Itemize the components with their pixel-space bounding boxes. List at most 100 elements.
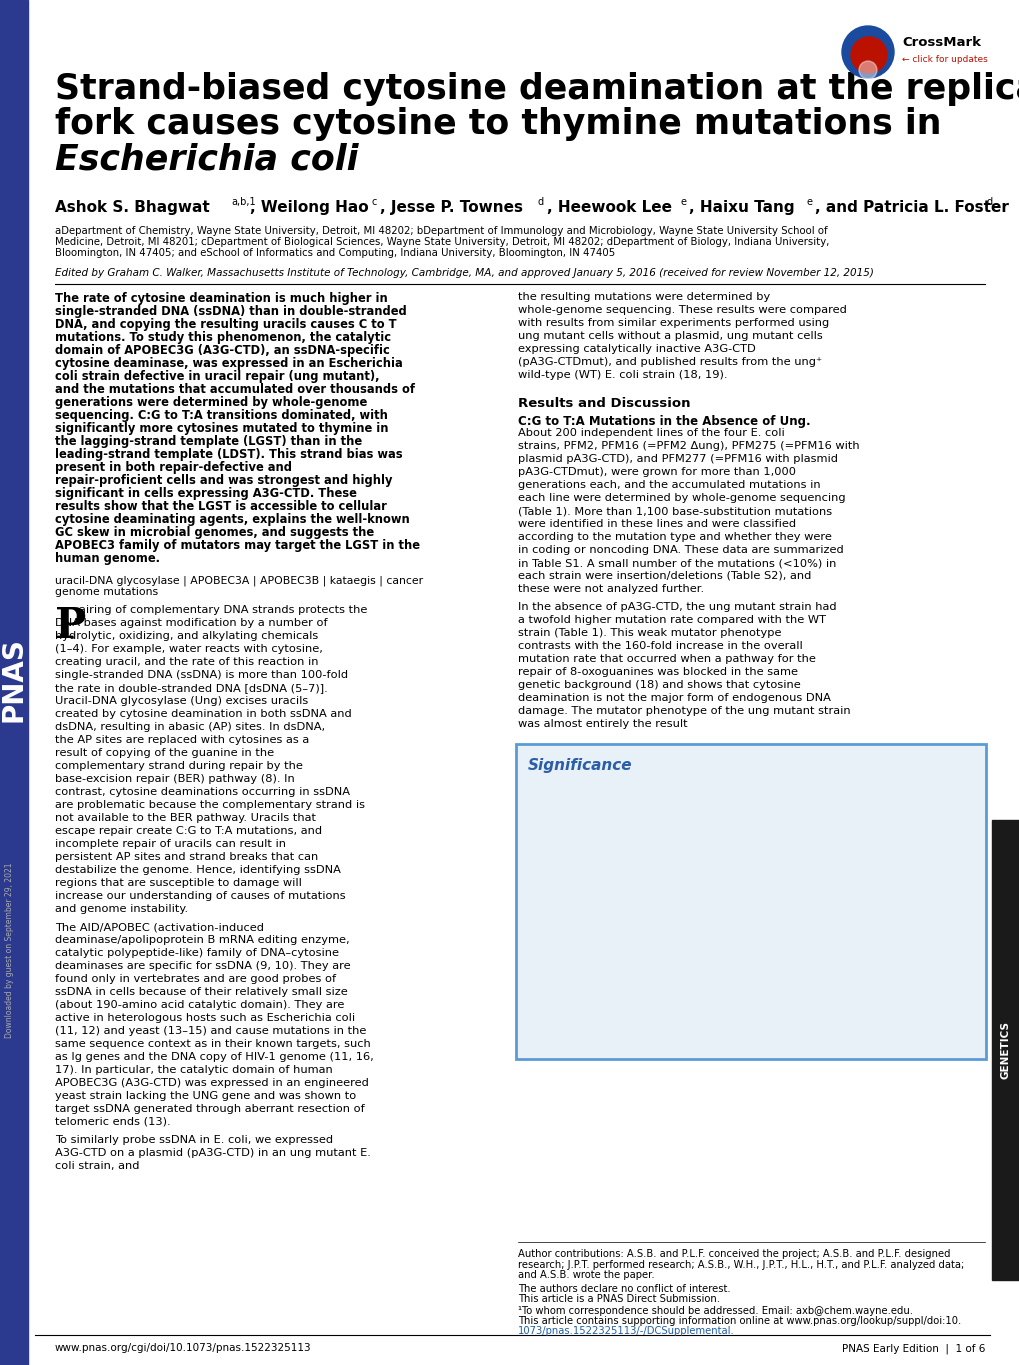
- Text: DNA bases against modification by a number of: DNA bases against modification by a numb…: [55, 618, 327, 628]
- Text: (11, 12) and yeast (13–15) and cause mutations in the: (11, 12) and yeast (13–15) and cause mut…: [55, 1026, 366, 1036]
- Circle shape: [858, 61, 876, 79]
- Text: The AID/APOBEC (activation-induced: The AID/APOBEC (activation-induced: [55, 921, 264, 932]
- Text: microbial genomes called GC skew and predicts that: microbial genomes called GC skew and pre…: [528, 957, 875, 971]
- Text: single-stranded DNA (ssDNA) is more than 100-fold: single-stranded DNA (ssDNA) is more than…: [55, 670, 347, 680]
- Text: To similarly probe ssDNA in E. coli, we expressed: To similarly probe ssDNA in E. coli, we …: [55, 1136, 333, 1145]
- Text: Edited by Graham C. Walker, Massachusetts Institute of Technology, Cambridge, MA: Edited by Graham C. Walker, Massachusett…: [55, 268, 873, 278]
- Text: cytosine deaminase, was expressed in an Escherichia: cytosine deaminase, was expressed in an …: [55, 358, 403, 370]
- Text: mutations. To study this phenomenon, the catalytic: mutations. To study this phenomenon, the…: [55, 330, 390, 344]
- Text: strains, PFM2, PFM16 (=PFM2 Δung), PFM275 (=PFM16 with: strains, PFM2, PFM16 (=PFM2 Δung), PFM27…: [518, 441, 859, 450]
- Text: as Ig genes and the DNA copy of HIV-1 genome (11, 16,: as Ig genes and the DNA copy of HIV-1 ge…: [55, 1052, 373, 1062]
- Text: the lagging-strand template (LGST) than in the: the lagging-strand template (LGST) than …: [55, 435, 362, 448]
- Text: regions that are susceptible to damage will: regions that are susceptible to damage w…: [55, 878, 302, 889]
- Text: was almost entirely the result: was almost entirely the result: [518, 719, 687, 729]
- Text: (pA3G-CTDmut), and published results from the ung⁺: (pA3G-CTDmut), and published results fro…: [518, 358, 821, 367]
- Text: Strand-biased cytosine deamination at the replication: Strand-biased cytosine deamination at th…: [55, 72, 1019, 106]
- Text: complementary strand during repair by the: complementary strand during repair by th…: [55, 762, 303, 771]
- Text: present in both repair-defective and: present in both repair-defective and: [55, 461, 291, 474]
- Text: A3G-CTD on a plasmid (pA3G-CTD) in an ung mutant E.: A3G-CTD on a plasmid (pA3G-CTD) in an un…: [55, 1148, 371, 1158]
- Text: Downloaded by guest on September 29, 2021: Downloaded by guest on September 29, 202…: [5, 863, 14, 1037]
- Text: deaminations is unclear. We confirm here the: deaminations is unclear. We confirm here…: [528, 835, 828, 849]
- Text: were identified in these lines and were classified: were identified in these lines and were …: [518, 519, 796, 530]
- Text: not available to the BER pathway. Uracils that: not available to the BER pathway. Uracil…: [55, 814, 316, 823]
- Text: replication creates a strand bias in these: replication creates a strand bias in the…: [528, 904, 801, 916]
- Text: APOBEC3 family of mutators may target the LGST in the: APOBEC3 family of mutators may target th…: [55, 539, 420, 551]
- Text: result of copying of the guanine in the: result of copying of the guanine in the: [55, 748, 274, 758]
- Text: creating uracil, and the rate of this reaction in: creating uracil, and the rate of this re…: [55, 657, 318, 667]
- Text: and the mutations that accumulated over thousands of: and the mutations that accumulated over …: [55, 384, 415, 396]
- Text: human genome.: human genome.: [55, 551, 160, 565]
- Text: single-stranded DNA (ssDNA) than in double-stranded: single-stranded DNA (ssDNA) than in doub…: [55, 304, 407, 318]
- Text: e: e: [681, 197, 687, 207]
- Text: sequencing. C:G to T:A transitions dominated, with: sequencing. C:G to T:A transitions domin…: [55, 410, 387, 422]
- Text: deaminases are specific for ssDNA (9, 10). They are: deaminases are specific for ssDNA (9, 10…: [55, 961, 351, 971]
- Text: catalytic polypeptide-like) family of DNA–cytosine: catalytic polypeptide-like) family of DN…: [55, 949, 338, 958]
- Circle shape: [841, 26, 893, 78]
- Text: contrasts with the 160-fold increase in the overall: contrasts with the 160-fold increase in …: [518, 642, 802, 651]
- Text: same sequence context as in their known targets, such: same sequence context as in their known …: [55, 1039, 370, 1048]
- Text: , Jesse P. Townes: , Jesse P. Townes: [380, 201, 523, 216]
- Text: ung mutant cells without a plasmid, ung mutant cells: ung mutant cells without a plasmid, ung …: [518, 330, 822, 341]
- Text: expressing catalytically inactive A3G-CTD: expressing catalytically inactive A3G-CT…: [518, 344, 755, 354]
- Text: dsDNA, resulting in abasic (AP) sites. In dsDNA,: dsDNA, resulting in abasic (AP) sites. I…: [55, 722, 325, 732]
- Text: C:G to T:A Mutations in the Absence of Ung.: C:G to T:A Mutations in the Absence of U…: [518, 415, 810, 429]
- Bar: [991, 820, 1019, 1280]
- Text: active in heterologous hosts such as Escherichia coli: active in heterologous hosts such as Esc…: [55, 1013, 355, 1022]
- Text: yeast strain lacking the UNG gene and was shown to: yeast strain lacking the UNG gene and wa…: [55, 1091, 356, 1102]
- Text: spontaneous base substitutions in all organisms.: spontaneous base substitutions in all or…: [528, 796, 853, 808]
- Text: , and Patricia L. Foster: , and Patricia L. Foster: [814, 201, 1008, 216]
- Text: e: e: [806, 197, 812, 207]
- Text: coli strain, and: coli strain, and: [55, 1162, 140, 1171]
- Text: a,b,1: a,b,1: [230, 197, 256, 207]
- Text: ¹To whom correspondence should be addressed. Email: axb@chem.wayne.edu.: ¹To whom correspondence should be addres…: [518, 1305, 912, 1316]
- Text: damage. The mutator phenotype of the ung mutant strain: damage. The mutator phenotype of the ung…: [518, 706, 850, 717]
- Text: ssDNA in cells because of their relatively small size: ssDNA in cells because of their relative…: [55, 987, 347, 996]
- Text: deaminases in cancer genomes should occur with the: deaminases in cancer genomes should occu…: [528, 984, 882, 998]
- Text: airing of complementary DNA strands protects the: airing of complementary DNA strands prot…: [78, 605, 367, 616]
- Text: found only in vertebrates and are good probes of: found only in vertebrates and are good p…: [55, 975, 336, 984]
- Circle shape: [850, 37, 887, 72]
- Text: This article contains supporting information online at www.pnas.org/lookup/suppl: This article contains supporting informa…: [518, 1316, 960, 1327]
- Text: genetic background (18) and shows that cytosine: genetic background (18) and shows that c…: [518, 680, 800, 689]
- Text: wild-type (WT) E. coli strain (18, 19).: wild-type (WT) E. coli strain (18, 19).: [518, 370, 727, 379]
- Text: same strand bias.: same strand bias.: [528, 998, 646, 1011]
- Text: cytosine deaminations, but what promotes these: cytosine deaminations, but what promotes…: [528, 823, 853, 835]
- Text: PNAS: PNAS: [0, 637, 28, 722]
- Text: The authors declare no conflict of interest.: The authors declare no conflict of inter…: [518, 1283, 730, 1294]
- Text: Uracil-DNA glycosylase (Ung) excises uracils: Uracil-DNA glycosylase (Ung) excises ura…: [55, 696, 308, 706]
- FancyBboxPatch shape: [516, 744, 985, 1059]
- Text: About 200 independent lines of the four E. coli: About 200 independent lines of the four …: [518, 429, 784, 438]
- Text: hypothesis that they occur predominantly in: hypothesis that they occur predominantly…: [528, 849, 822, 863]
- Text: Author contributions: A.S.B. and P.L.F. conceived the project; A.S.B. and P.L.F.: Author contributions: A.S.B. and P.L.F. …: [518, 1249, 950, 1259]
- Text: cytosine deaminating agents, explains the well-known: cytosine deaminating agents, explains th…: [55, 513, 410, 526]
- Text: each line were determined by whole-genome sequencing: each line were determined by whole-genom…: [518, 493, 845, 502]
- Text: P: P: [55, 605, 87, 647]
- Text: and genome instability.: and genome instability.: [55, 904, 187, 915]
- Text: are problematic because the complementary strand is: are problematic because the complementar…: [55, 800, 365, 809]
- Text: base-excision repair (BER) pathway (8). In: base-excision repair (BER) pathway (8). …: [55, 774, 294, 784]
- Text: the rate in double-stranded DNA [dsDNA (5–7)].: the rate in double-stranded DNA [dsDNA (…: [55, 682, 327, 693]
- Text: the resulting mutations were determined by: the resulting mutations were determined …: [518, 292, 769, 302]
- Text: a twofold higher mutation rate compared with the WT: a twofold higher mutation rate compared …: [518, 616, 825, 625]
- Text: increase our understanding of causes of mutations: increase our understanding of causes of …: [55, 891, 345, 901]
- Text: whole-genome sequencing. These results were compared: whole-genome sequencing. These results w…: [518, 304, 846, 315]
- Text: in Table S1. A small number of the mutations (<10%) in: in Table S1. A small number of the mutat…: [518, 558, 836, 568]
- Text: coli strain defective in uracil repair (ung mutant),: coli strain defective in uracil repair (…: [55, 370, 379, 384]
- Text: each strain were insertion/deletions (Table S2), and: each strain were insertion/deletions (Ta…: [518, 571, 810, 581]
- Text: repair of 8-oxoguanines was blocked in the same: repair of 8-oxoguanines was blocked in t…: [518, 667, 797, 677]
- Text: These mutations are thought to be a result of: These mutations are thought to be a resu…: [528, 809, 832, 822]
- Text: escape repair create C:G to T:A mutations, and: escape repair create C:G to T:A mutation…: [55, 826, 322, 835]
- Text: significantly more cytosines mutated to thymine in: significantly more cytosines mutated to …: [55, 422, 388, 435]
- Text: incomplete repair of uracils can result in: incomplete repair of uracils can result …: [55, 839, 285, 849]
- Text: the AP sites are replaced with cytosines as a: the AP sites are replaced with cytosines…: [55, 734, 309, 745]
- Text: in coding or noncoding DNA. These data are summarized: in coding or noncoding DNA. These data a…: [518, 545, 843, 556]
- Text: single-stranded DNA (ssDNA) and identify the ssDNA: single-stranded DNA (ssDNA) and identify…: [528, 863, 879, 876]
- Text: Results and Discussion: Results and Discussion: [518, 397, 690, 410]
- Text: these were not analyzed further.: these were not analyzed further.: [518, 584, 703, 594]
- Text: GC skew in microbial genomes, and suggests the: GC skew in microbial genomes, and sugges…: [55, 526, 374, 539]
- Text: leading-strand template (LDST). This strand bias was: leading-strand template (LDST). This str…: [55, 448, 403, 461]
- Text: and A.S.B. wrote the paper.: and A.S.B. wrote the paper.: [518, 1269, 654, 1280]
- Text: c: c: [372, 197, 377, 207]
- Text: DNA, and copying the resulting uracils causes C to T: DNA, and copying the resulting uracils c…: [55, 318, 396, 330]
- Text: generations were determined by whole-genome: generations were determined by whole-gen…: [55, 396, 367, 410]
